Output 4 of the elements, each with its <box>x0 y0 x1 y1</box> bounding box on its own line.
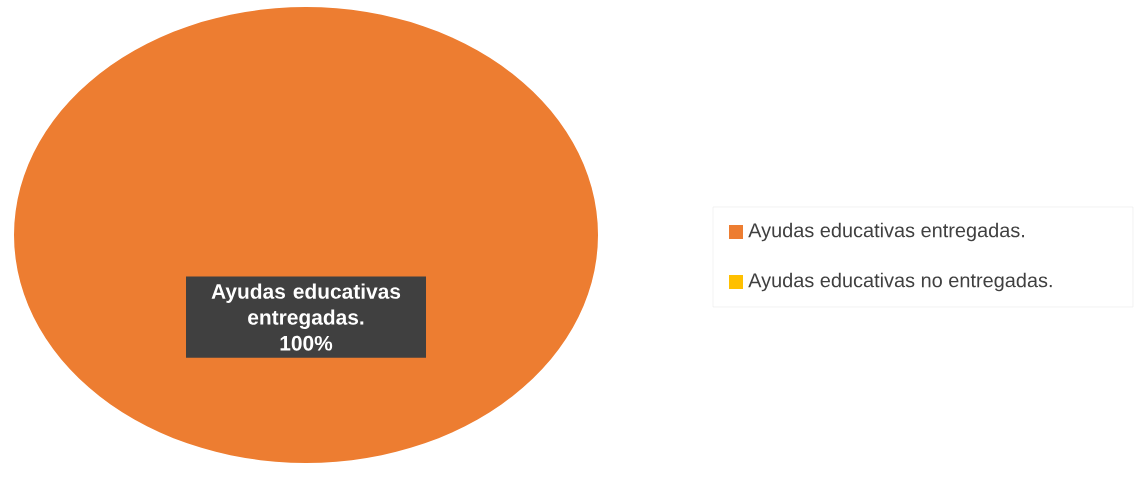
legend-label: Ayudas educativas entregadas. <box>748 222 1024 242</box>
legend-label: Ayudas educativas no entregadas. <box>748 272 1052 292</box>
data-label: 100% <box>280 335 333 351</box>
slice-label: Ayudas educativas entregadas. <box>211 283 401 329</box>
